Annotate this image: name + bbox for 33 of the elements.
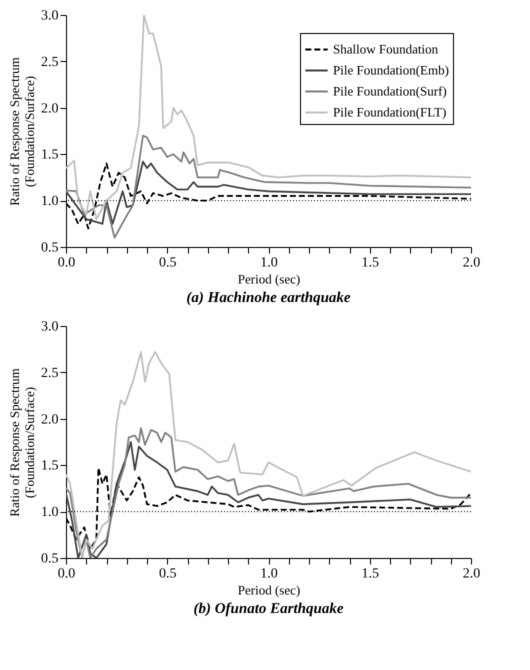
y-tick-label: 2.0: [41, 412, 58, 428]
y-tick-label: 0.5: [41, 240, 58, 256]
y-tick-label: 3.0: [41, 8, 58, 24]
y-tick-label: 1.5: [41, 148, 58, 163]
x-axis-title: Period (sec): [238, 272, 300, 286]
text: (b) Ofunato Earthquake: [193, 601, 344, 617]
x-tick-label: 1.5: [362, 566, 379, 582]
y-tick-label: 2.5: [41, 54, 58, 70]
y-tick-label: 1.0: [41, 194, 58, 210]
line-series: [66, 134, 471, 239]
y-tick-label: 2.0: [41, 101, 58, 116]
text: (a) Hachinohe earthquake: [186, 290, 351, 306]
x-tick-label: 1.5: [362, 256, 379, 270]
legend-label: Pile Foundation(FLT): [333, 104, 446, 120]
x-tick-label: 2.0: [462, 566, 480, 582]
y-axis-title: Ratio of Response Spectrum (Foundation/Surface): [7, 57, 37, 206]
x-tick-label: 0.0: [58, 566, 76, 582]
x-axis-title: Period (sec): [238, 582, 300, 598]
y-axis-title: Ratio of Response Spectrum (Foundation/Surface): [7, 368, 37, 517]
x-tick-label: 0.5: [159, 256, 176, 270]
x-tick-label: 0.5: [159, 566, 176, 582]
x-tick-label: 2.0: [462, 256, 480, 270]
x-tick-label: 1.0: [260, 256, 278, 270]
y-tick-label: 0.5: [41, 552, 58, 566]
y-tick-label: 1.5: [41, 458, 58, 474]
legend-label: Pile Foundation(Surf): [333, 84, 447, 98]
legend-label: Shallow Foundation: [333, 42, 439, 56]
y-tick-label: 2.5: [41, 366, 58, 381]
x-tick-label: 1.0: [260, 566, 278, 582]
x-tick-label: 0.0: [58, 256, 76, 270]
legend-label: Pile Foundation(Emb): [333, 62, 449, 78]
y-tick-label: 3.0: [41, 320, 58, 334]
y-tick-label: 1.0: [41, 505, 58, 520]
